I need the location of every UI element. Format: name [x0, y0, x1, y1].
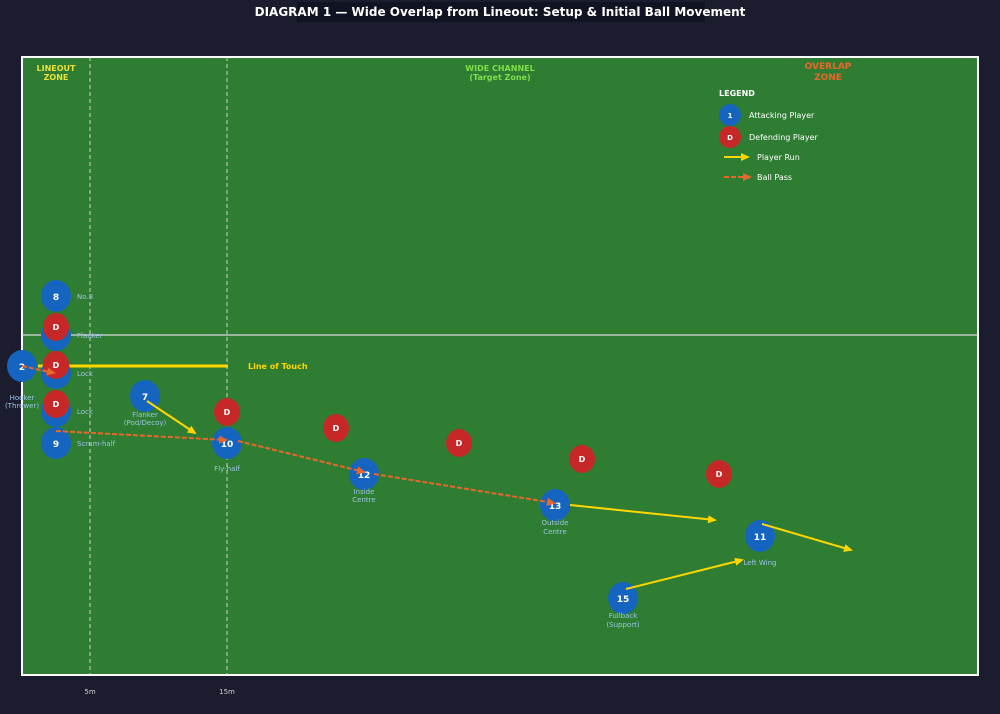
defender-1: D — [214, 398, 240, 426]
defender-5-label: D — [716, 470, 723, 479]
attacker-13-number: 13 — [549, 502, 562, 512]
attacker-8: 8 No.8 — [41, 280, 93, 312]
attacker-2-label-1: Hooker — [10, 394, 35, 402]
defender-3: D — [446, 429, 472, 457]
legend-defender-symbol — [719, 126, 741, 148]
attacker-9: 9 Scrum-half — [41, 427, 116, 459]
legend-attacker-symbol — [719, 104, 741, 126]
attacker-11: 11 Left Wing — [744, 520, 777, 567]
defender-lineout-2-label: D — [53, 361, 60, 370]
legend-title: LEGEND — [719, 89, 755, 98]
defender-lineout-3: D — [43, 390, 69, 418]
attacker-12-number: 12 — [358, 471, 371, 481]
legend-attacker-label: Attacking Player — [749, 111, 815, 120]
defender-5: D — [706, 460, 732, 488]
legend-defender-symbol-label: D — [727, 134, 733, 142]
attacker-2-number: 2 — [19, 363, 25, 373]
lineout-zone-label-2: ZONE — [44, 73, 69, 82]
attacker-12-label-2: Centre — [352, 496, 375, 504]
distance-label-5m: 5m — [84, 688, 95, 696]
attacker-2-label-2: (Thrower) — [5, 402, 39, 410]
defender-4-label: D — [579, 455, 586, 464]
defender-lineout-1: D — [43, 313, 69, 341]
attacker-8-number: 8 — [53, 293, 59, 303]
attacker-7-label-2: (Pod/Decoy) — [124, 419, 167, 427]
attacker-12-label-1: Inside — [354, 488, 375, 496]
attacker-13-label-1: Outside — [541, 519, 568, 527]
defender-3-label: D — [456, 439, 463, 448]
distance-label-15m: 15m — [219, 688, 235, 696]
attacker-13: 13 Outside Centre — [540, 489, 570, 536]
run-15-support — [625, 557, 744, 590]
attacker-5-label: Lock — [77, 370, 94, 378]
overlap-zone-label-1: OVERLAP — [805, 62, 852, 72]
defender-lineout-3-label: D — [53, 400, 60, 409]
overlap-zone-label-2: ZONE — [814, 73, 842, 83]
wide-zone-label-2: (Target Zone) — [469, 73, 530, 82]
legend-pass-label: Ball Pass — [757, 173, 792, 182]
attacker-15: 15 Fullback (Support) — [606, 582, 640, 629]
attacker-8-label: No.8 — [77, 293, 93, 301]
run-7-decoy — [146, 400, 197, 435]
attacker-9-label: Scrum-half — [77, 440, 116, 448]
attacker-13-label-2: Centre — [543, 528, 566, 536]
attacker-10-number: 10 — [221, 440, 234, 450]
attacker-10: 10 Fly-half — [212, 427, 242, 473]
defender-lineout-1-label: D — [53, 323, 60, 332]
diagram-title: DIAGRAM 1 — Wide Overlap from Lineout: S… — [255, 5, 746, 19]
wide-zone-label-1: WIDE CHANNEL — [465, 64, 534, 73]
pass-9-to-10 — [55, 430, 228, 444]
attacker-4-label: Lock — [77, 408, 94, 416]
defender-2: D — [323, 414, 349, 442]
attacker-6-label: Flanker — [77, 332, 103, 340]
attacker-7-label-1: Flanker — [132, 411, 158, 419]
attacker-15-number: 15 — [617, 595, 630, 605]
legend: LEGEND 1 Attacking Player D Defending Pl… — [719, 89, 818, 182]
attacker-12: 12 Inside Centre — [349, 458, 379, 504]
attacker-7-number: 7 — [142, 393, 148, 403]
pass-throw-in — [21, 365, 56, 376]
line-of-touch-label: Line of Touch — [248, 362, 308, 371]
defender-4: D — [569, 445, 595, 473]
attacker-10-label: Fly-half — [214, 465, 240, 473]
attacker-15-label-1: Fullback — [609, 612, 639, 620]
defender-1-label: D — [224, 408, 231, 417]
legend-run-label: Player Run — [757, 153, 800, 162]
defender-2-label: D — [333, 424, 340, 433]
defender-lineout-2: D — [43, 351, 69, 379]
attacker-11-label: Left Wing — [744, 559, 777, 567]
title-backdrop — [297, 2, 705, 22]
attacker-9-number: 9 — [53, 440, 59, 450]
run-13 — [569, 504, 717, 524]
legend-attacker-symbol-label: 1 — [728, 112, 733, 120]
attacker-15-label-2: (Support) — [606, 621, 639, 629]
pass-10-to-12 — [237, 440, 366, 475]
run-11 — [761, 523, 853, 552]
attacker-11-number: 11 — [754, 533, 767, 543]
lineout-zone-label-1: LINEOUT — [37, 64, 77, 73]
legend-defender-label: Defending Player — [749, 133, 818, 142]
pass-12-to-13 — [373, 473, 556, 506]
